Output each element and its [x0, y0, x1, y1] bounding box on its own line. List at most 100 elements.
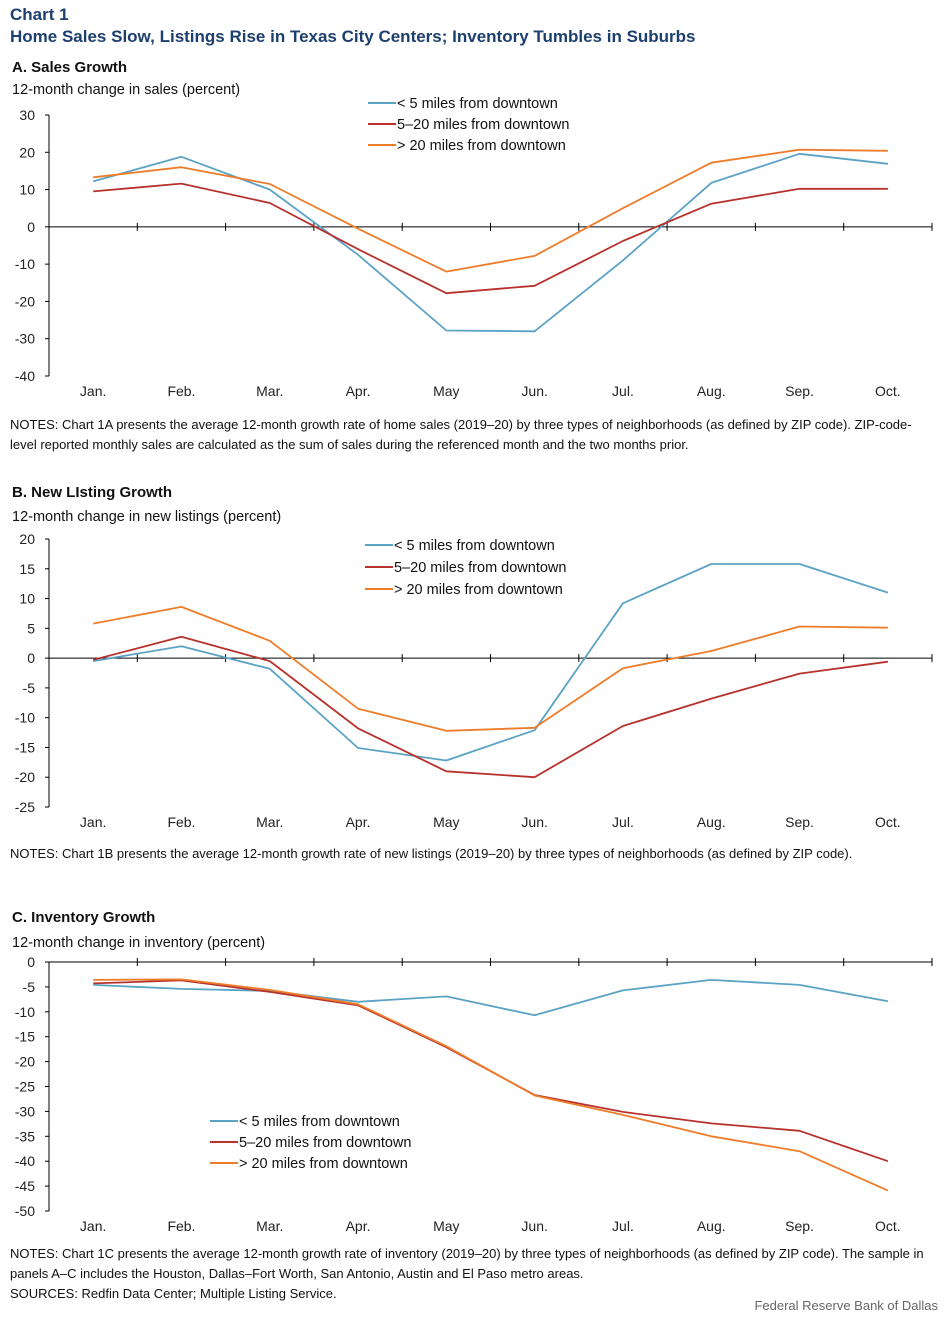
x-tick-label: Sep.	[785, 1218, 814, 1234]
y-tick-label: 10	[19, 182, 35, 198]
panel-c-ylabel: 12-month change in inventory (percent)	[12, 935, 266, 951]
legend-label: < 5 miles from downtown	[239, 1114, 400, 1130]
y-tick-label: -15	[15, 1029, 35, 1045]
y-tick-label: -10	[15, 256, 35, 272]
legend-label: > 20 miles from downtown	[394, 582, 563, 598]
y-tick-label: -20	[15, 1054, 35, 1070]
data-point	[534, 1014, 536, 1016]
x-tick-label: May	[433, 1218, 459, 1234]
x-tick-label: Sep.	[785, 383, 814, 399]
panel-b-notes: NOTES: Chart 1B presents the average 12-…	[10, 846, 853, 861]
y-tick-label: -45	[15, 1178, 35, 1194]
y-tick-label: -20	[15, 293, 35, 309]
data-point	[622, 1114, 624, 1116]
x-tick-label: Jan.	[80, 814, 106, 830]
legend-label: 5–20 miles from downtown	[239, 1135, 411, 1151]
y-tick-label: 0	[27, 650, 35, 666]
series-line-1	[93, 979, 889, 1017]
data-point	[269, 991, 271, 993]
data-point	[180, 988, 182, 990]
x-tick-label: May	[433, 814, 459, 830]
data-point	[622, 989, 624, 991]
panel-a-notes: NOTES: Chart 1A presents the average 12-…	[10, 417, 912, 452]
data-point	[887, 1160, 889, 1162]
legend-label: > 20 miles from downtown	[397, 138, 566, 154]
series-line-2	[92, 635, 889, 779]
y-tick-label: -5	[23, 979, 36, 995]
legend-label: < 5 miles from downtown	[394, 538, 555, 554]
y-tick-label: -20	[15, 769, 35, 785]
y-tick-label: 15	[19, 561, 35, 577]
y-tick-label: 5	[27, 620, 35, 636]
panel-a-title: A. Sales Growth	[12, 59, 128, 76]
y-tick-label: 10	[19, 591, 35, 607]
inventory-growth-chart: 0 -5 -10 -15 -20 -25 -30 -35 -40 -45 -50 Jan. Feb. Ma…	[15, 954, 933, 1234]
y-tick-label: 0	[27, 219, 35, 235]
y-tick-label: -25	[15, 1079, 35, 1095]
x-tick-label: Feb.	[167, 383, 195, 399]
y-tick-label: -5	[23, 680, 36, 696]
data-point	[710, 979, 712, 981]
y-tick-label: -10	[15, 710, 35, 726]
data-point	[445, 1045, 447, 1047]
series-line-1	[93, 563, 889, 762]
data-point	[622, 1111, 624, 1113]
series-line-1	[92, 152, 889, 333]
series-line-3	[93, 148, 888, 273]
x-tick-label: Aug.	[697, 1218, 726, 1234]
data-point	[357, 1001, 359, 1003]
x-tick-label: Jan.	[80, 1218, 106, 1234]
sources-note: SOURCES: Redfin Data Center; Multiple Li…	[10, 1286, 337, 1301]
data-point	[799, 984, 801, 986]
x-tick-label: Aug.	[697, 383, 726, 399]
legend-label: < 5 miles from downtown	[397, 96, 558, 112]
legend-label: > 20 miles from downtown	[239, 1156, 408, 1172]
panel-c-notes: NOTES: Chart 1C presents the average 12-…	[10, 1246, 924, 1281]
chart-title: Home Sales Slow, Listings Rise in Texas …	[10, 27, 696, 46]
y-tick-label: 0	[27, 954, 35, 970]
x-tick-label: Mar.	[256, 814, 283, 830]
data-point	[799, 1150, 801, 1152]
data-point	[887, 1190, 889, 1192]
chart-label: Chart 1	[10, 5, 69, 24]
y-tick-label: -15	[15, 739, 35, 755]
x-tick-label: May	[433, 383, 459, 399]
data-point	[445, 995, 447, 997]
x-tick-label: Aug.	[697, 814, 726, 830]
x-tick-label: Jun.	[521, 814, 547, 830]
y-tick-label: -30	[15, 1103, 35, 1119]
x-tick-label: Oct.	[875, 383, 901, 399]
x-tick-label: Apr.	[346, 383, 371, 399]
x-tick-label: Jun.	[521, 1218, 547, 1234]
data-point	[92, 979, 94, 981]
x-tick-label: Oct.	[875, 1218, 901, 1234]
x-tick-label: Jun.	[521, 383, 547, 399]
data-point	[534, 1094, 536, 1096]
panel-b-ylabel: 12-month change in new listings (percent…	[12, 509, 282, 525]
x-tick-label: Jul.	[612, 814, 634, 830]
sales-growth-chart: 30 20 10 0 -10 -20 -30 -40 Jan. Feb. Mar. Apr. May Ju…	[15, 96, 933, 399]
y-tick-label: 30	[19, 107, 35, 123]
y-tick-label: -25	[15, 799, 35, 815]
x-tick-label: Oct.	[875, 814, 901, 830]
y-tick-label: 20	[19, 531, 35, 547]
x-tick-label: Feb.	[167, 1218, 195, 1234]
y-tick-label: 20	[19, 144, 35, 160]
data-point	[92, 982, 94, 984]
panel-c-title: C. Inventory Growth	[12, 909, 156, 926]
new-listing-growth-chart: 20 15 10 5 0 -5 -10 -15 -20 -25 Jan. Feb. Mar. Apr. Ma…	[15, 531, 933, 830]
y-tick-label: -10	[15, 1004, 35, 1020]
y-tick-label: -40	[15, 1153, 35, 1169]
panel-b-title: B. New LIsting Growth	[12, 484, 172, 501]
x-tick-label: Mar.	[256, 383, 283, 399]
data-point	[799, 1130, 801, 1132]
x-tick-label: Feb.	[167, 814, 195, 830]
data-point	[710, 1122, 712, 1124]
y-tick-label: -35	[15, 1128, 35, 1144]
data-point	[269, 989, 271, 991]
x-tick-label: Apr.	[346, 814, 371, 830]
series-line-3	[93, 978, 889, 1192]
x-tick-label: Jan.	[80, 383, 106, 399]
data-point	[887, 1000, 889, 1002]
series-line-2	[93, 182, 888, 295]
